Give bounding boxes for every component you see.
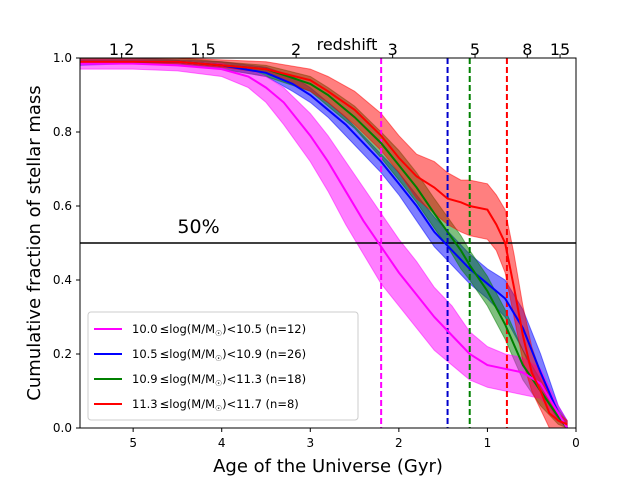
redshift-tick-label: 15 (550, 40, 570, 59)
series-lines (80, 60, 568, 428)
y-axis-label: Cumulative fraction of stellar mass (24, 85, 45, 400)
y-tick-label: 0.0 (53, 421, 72, 435)
legend-entry: 10.0 ≤log(M/M☉)<10.5 (n=12) (132, 322, 306, 338)
confidence-bands (80, 58, 568, 428)
redshift-axis-label: redshift (317, 35, 378, 54)
series-line-10-5 (80, 60, 568, 428)
redshift-tick-label: 8 (522, 40, 532, 59)
y-tick-label: 0.2 (53, 347, 72, 361)
redshift-tick-label: 5 (470, 40, 480, 59)
y-tick-label: 0.8 (53, 125, 72, 139)
y-tick-label: 0.6 (53, 199, 72, 213)
x-tick-label: 0 (572, 436, 580, 450)
x-tick-label: 4 (218, 436, 226, 450)
legend-entry: 10.5 ≤log(M/M☉)<10.9 (n=26) (132, 347, 306, 363)
x-axis-ticks: 5 4 3 2 1 0 (129, 428, 580, 450)
redshift-tick-label: 1.5 (190, 40, 215, 59)
legend-entry: 10.9 ≤log(M/M☉)<11.3 (n=18) (132, 372, 306, 388)
y-axis-ticks: 0.0 0.2 0.4 0.6 0.8 1.0 (53, 51, 80, 435)
x-tick-label: 2 (395, 436, 403, 450)
legend-entry: 11.3 ≤log(M/M☉)<11.7 (n=8) (132, 397, 299, 413)
plot-frame (79, 57, 577, 429)
redshift-tick-label: 2 (291, 40, 301, 59)
legend: 10.0 ≤log(M/M☉)<10.5 (n=12) 10.5 ≤log(M/M☉)… (87, 311, 359, 421)
y-tick-label: 0.4 (53, 273, 72, 287)
fifty-percent-label: 50% (177, 216, 219, 238)
x-tick-label: 5 (129, 436, 137, 450)
redshift-tick-label: 1.2 (109, 40, 134, 59)
series-line-11-3 (80, 60, 568, 426)
legend-box (87, 311, 359, 421)
x-tick-label: 3 (306, 436, 314, 450)
band-10-0 (80, 59, 568, 428)
band-11-3 (80, 58, 568, 428)
redshift-axis-ticks: 1.2 1.5 2 3 5 8 15 (109, 40, 570, 59)
vertical-lines (380, 58, 508, 428)
x-tick-label: 1 (484, 436, 492, 450)
y-tick-label: 1.0 (53, 51, 72, 65)
series-line-10-0 (80, 62, 568, 428)
redshift-tick-label: 3 (388, 40, 398, 59)
x-axis-label: Age of the Universe (Gyr) (213, 456, 443, 477)
